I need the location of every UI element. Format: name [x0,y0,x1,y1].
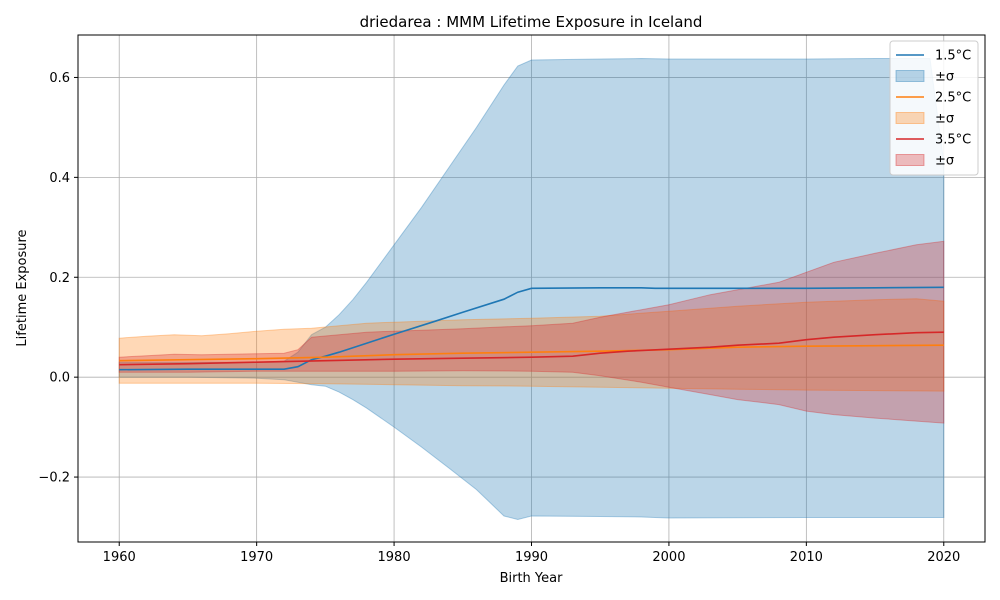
legend-band-swatch [895,70,925,82]
line-series-2 [119,331,944,366]
legend-band-label: ±σ [935,70,954,85]
legend-band-swatch [895,154,925,166]
x-axis-ticks: 1960 1970 1980 1990 2000 2010 2020 [103,542,960,565]
x-tick-label: 1960 [103,550,136,565]
y-tick-label: 0.0 [49,371,70,386]
x-tick-label: 2010 [790,550,823,565]
legend-entry-label: 3.5°C [935,133,971,148]
legend-band-label: ±σ [935,112,954,127]
x-tick-label: 1990 [515,550,548,565]
x-axis-label: Birth Year [500,571,564,586]
x-tick-label: 2020 [927,550,960,565]
band-series-2 [118,240,945,424]
chart-title: driedarea : MMM Lifetime Exposure in Ice… [360,13,703,31]
y-axis-label: Lifetime Exposure [15,229,30,346]
y-tick-label: 0.6 [49,71,70,86]
legend-band-swatch [895,112,925,124]
legend-entry-label: 1.5°C [935,49,971,64]
line-series-1 [119,344,944,362]
y-tick-label: 0.2 [49,271,70,286]
x-tick-label: 1970 [240,550,273,565]
legend-box [889,40,979,176]
y-axis-ticks: −0.2 0.0 0.2 0.4 0.6 [38,71,78,486]
y-tick-label: −0.2 [38,471,70,486]
line-series-0 [119,286,944,371]
grid [78,35,985,542]
x-tick-label: 2000 [652,550,685,565]
series-lines [119,286,944,371]
band-series-1 [118,298,945,392]
legend: 1.5°C ±σ 2.5°C ±σ 3.5°C ±σ [889,40,979,176]
legend-band-label: ±σ [935,154,954,169]
legend-entry-label: 2.5°C [935,91,971,106]
x-tick-label: 1980 [378,550,411,565]
y-tick-label: 0.4 [49,171,70,186]
